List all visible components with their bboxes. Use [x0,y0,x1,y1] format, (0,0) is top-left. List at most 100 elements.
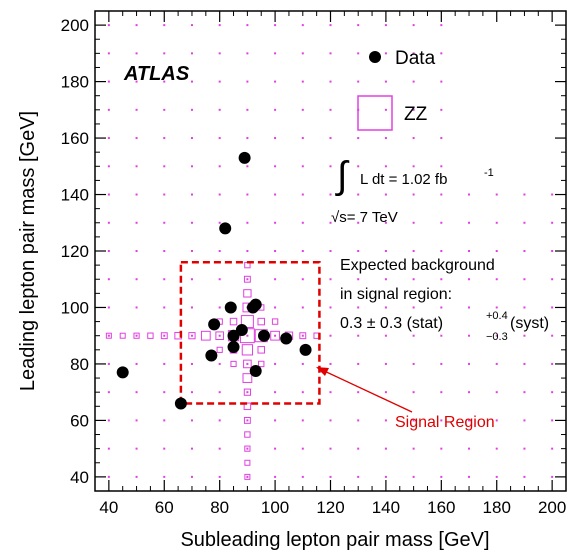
zz-grid-dot [135,80,138,83]
zz-grid-dot [440,80,443,83]
zz-grid-dot [107,306,110,309]
zz-grid-dot [246,193,249,196]
data-point [224,301,237,314]
zz-grid-dot [190,334,193,337]
zz-grid-dot [329,475,332,478]
zz-grid-dot [301,165,304,168]
zz-grid-dot [163,250,166,252]
y-tick-label: 60 [70,411,89,430]
zz-grid-dot [246,80,249,83]
zz-grid-dot [468,391,471,394]
zz-grid-dot [384,475,387,478]
zz-bin-box [216,346,223,353]
zz-grid-dot [135,362,138,365]
zz-grid-dot [246,475,249,478]
zz-grid-dot [412,80,415,83]
zz-grid-dot [107,419,110,422]
y-tick-label: 140 [61,186,89,205]
zz-grid-dot [107,221,110,224]
zz-grid-dot [523,447,526,450]
zz-bin-box [229,317,238,326]
zz-grid-dot [135,108,138,111]
zz-grid-dot [384,391,387,394]
zz-grid-dot [551,334,554,337]
zz-grid-dot [274,137,277,140]
zz-grid-dot [384,278,387,281]
data-point [116,366,129,379]
data-point [208,318,221,331]
zz-grid-dot [495,221,498,224]
zz-grid-dot [190,80,193,83]
zz-grid-dot [135,306,138,309]
zz-bin-box [105,332,112,339]
zz-grid-dot [329,24,332,27]
zz-grid-dot [246,24,249,27]
zz-grid-dot [412,278,415,281]
zz-grid-dot [246,221,249,224]
zz-grid-dot [107,278,110,281]
legend-data-label: Data [395,48,436,69]
zz-grid-dot [440,193,443,196]
zz-bin-box [243,359,252,369]
zz-grid-dot [357,334,360,337]
zz-grid-dot [107,447,110,450]
zz-grid-dot [218,108,221,111]
zz-bin-box [243,388,251,396]
x-tick-label: 200 [538,498,566,517]
zz-grid-dot [551,221,554,224]
zz-grid-dot [135,52,138,55]
zz-grid-dot [163,391,166,394]
zz-bin-box [243,289,252,298]
signal-region-layer [179,261,321,405]
zz-grid-dot [468,278,471,281]
zz-grid-dot [551,250,554,252]
zz-grid-dot [523,475,526,478]
data-point [205,349,218,362]
data-point [299,343,312,356]
zz-grid-dot [190,391,193,394]
background-syst-sub: −0.3 [486,331,508,343]
zz-grid-dot [107,193,110,196]
zz-grid-dot [163,52,166,55]
zz-bin-box [242,373,253,383]
zz-grid-dot [523,250,526,252]
zz-grid-dot [190,250,193,252]
zz-grid-dot [357,447,360,450]
x-axis-label: Subleading lepton pair mass [GeV] [180,529,489,551]
zz-bin-box [257,317,265,326]
zz-grid-dot [329,278,332,281]
zz-grid-dot [412,137,415,140]
zz-grid-dot [246,419,249,422]
zz-bin-box [230,360,237,368]
zz-grid-dot [495,334,498,337]
zz-bin-box [244,473,251,480]
zz-grid-dot [107,475,110,478]
background-line-2: in signal region: [340,286,452,303]
zz-grid-dot [301,306,304,309]
data-points-layer [116,151,312,410]
zz-grid-dot [468,362,471,365]
zz-grid-dot [301,250,304,252]
zz-grid-dot [440,362,443,365]
zz-grid-dot [274,334,277,337]
zz-grid-dot [107,334,110,337]
zz-grid-dot [384,80,387,83]
zz-grid-dot [384,362,387,365]
zz-grid-dot [495,250,498,252]
zz-grid-dot [246,391,249,394]
zz-grid-dot [357,221,360,224]
y-tick-label: 80 [70,355,89,374]
zz-grid-dot [412,447,415,450]
zz-grid-dot [357,391,360,394]
zz-bin-box [119,332,126,339]
zz-bin-box [257,346,265,354]
x-tick-label: 60 [155,498,174,517]
zz-grid-dot [135,137,138,140]
background-syst-sup: +0.4 [486,310,508,322]
zz-grid-dot [135,334,138,337]
zz-grid-dot [163,165,166,168]
zz-grid-dot [274,24,277,27]
zz-bin-box [299,332,307,340]
zz-grid-dot [301,137,304,140]
zz-grid-dot [384,24,387,27]
